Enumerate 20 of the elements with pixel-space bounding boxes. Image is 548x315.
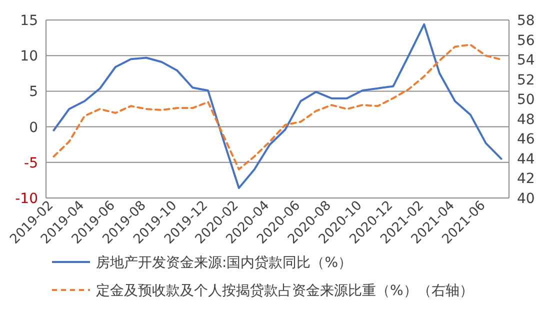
y-tick-label: 15 <box>20 13 38 29</box>
y2-tick-label: 48 <box>517 112 535 128</box>
y2-tick-label: 58 <box>517 13 535 29</box>
y-tick-label: 10 <box>20 48 38 65</box>
y2-tick-label: 54 <box>517 52 535 69</box>
line-series <box>52 23 502 190</box>
y2-tick-label: 40 <box>517 191 535 207</box>
y2-tick-label: 42 <box>517 171 535 188</box>
y2-tick-label: 50 <box>517 92 535 108</box>
y2-tick-label: 52 <box>517 72 535 88</box>
legend-label: 房地产开发资金来源:国内贷款同比（%） <box>96 255 352 271</box>
y-tick-label: 0 <box>29 120 38 136</box>
line-series <box>52 44 502 170</box>
y-tick-label: 5 <box>29 84 38 100</box>
y-tick-label: -10 <box>15 191 38 207</box>
y-tick-label: -5 <box>24 155 38 172</box>
y2-tick-label: 56 <box>517 32 535 49</box>
y2-tick-label: 44 <box>517 151 535 168</box>
y2-tick-label: 46 <box>517 132 535 148</box>
legend-label: 定金及预收款及个人按揭贷款占资金来源比重（%）（右轴） <box>96 283 474 299</box>
